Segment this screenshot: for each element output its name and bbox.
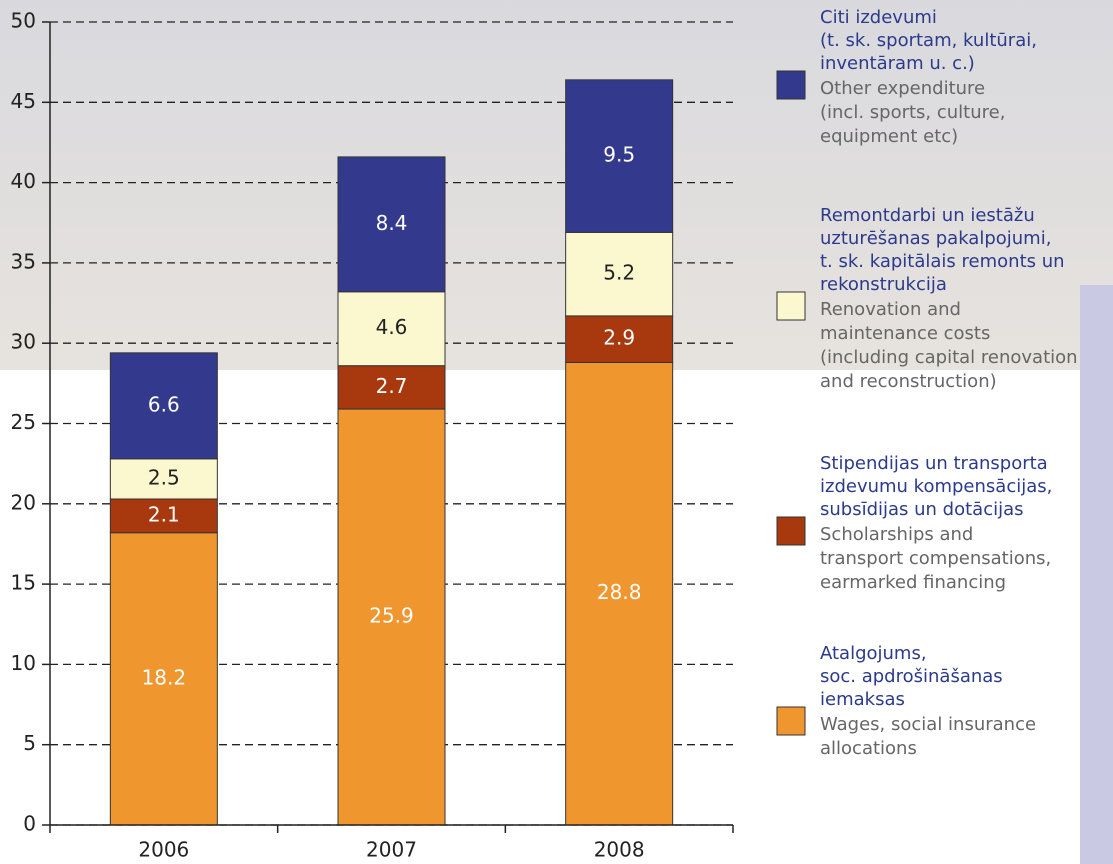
legend-title: Remontdarbi un iestāžu: [820, 205, 1035, 226]
legend-title: inventāram u. c.): [820, 53, 975, 74]
y-tick-label: 40: [11, 169, 36, 193]
y-tick-label: 20: [11, 490, 36, 514]
y-tick-label: 30: [11, 330, 36, 354]
value-label: 25.9: [369, 604, 414, 628]
value-label: 28.8: [597, 580, 642, 604]
value-label: 2.5: [148, 465, 180, 489]
legend-description: allocations: [820, 738, 917, 759]
value-label: 2.1: [148, 502, 180, 526]
legend-swatch: [777, 707, 805, 735]
x-tick-label: 2007: [366, 838, 417, 862]
value-label: 5.2: [603, 261, 635, 285]
legend-description: (incl. sports, culture,: [820, 102, 1005, 123]
legend-title: subsīdijas un dotācijas: [820, 499, 1024, 520]
legend-description: Renovation and: [820, 299, 961, 320]
legend-description: equipment etc): [820, 126, 958, 147]
y-tick-label: 45: [11, 89, 36, 113]
legend-title: rekonstrukcija: [820, 274, 947, 295]
value-label: 4.6: [376, 315, 408, 339]
legend-swatch: [777, 292, 805, 320]
value-label: 2.7: [376, 374, 408, 398]
legend-title: (t. sk. sportam, kultūrai,: [820, 30, 1037, 51]
value-label: 9.5: [603, 143, 635, 167]
legend-description: maintenance costs: [820, 323, 990, 344]
legend-description: Wages, social insurance: [820, 714, 1036, 735]
x-tick-label: 2008: [594, 838, 645, 862]
value-label: 6.6: [148, 392, 180, 416]
y-tick-label: 15: [11, 571, 36, 595]
y-tick-label: 0: [23, 812, 36, 836]
x-tick-label: 2006: [138, 838, 189, 862]
legend-title: Stipendijas un transporta: [820, 453, 1048, 474]
legend-description: Scholarships and: [820, 524, 973, 545]
legend-title: iemaksas: [820, 689, 905, 710]
legend-description: and reconstruction): [820, 371, 997, 392]
legend-title: uzturēšanas pakalpojumi,: [820, 228, 1051, 249]
legend-title: izdevumu kompensācijas,: [820, 476, 1052, 497]
legend-description: earmarked financing: [820, 572, 1006, 593]
chart: 0 5 10 15 20 25 30 35 40 45 50 2006 18.2 2.1 2.5 6.6 200…: [0, 0, 1113, 864]
y-tick-label: 5: [23, 731, 36, 755]
legend-title: t. sk. kapitālais remonts un: [820, 251, 1065, 272]
y-tick-label: 50: [11, 9, 36, 33]
legend-title: Citi izdevumi: [820, 7, 937, 28]
y-tick-label: 35: [11, 249, 36, 273]
value-label: 8.4: [376, 211, 408, 235]
y-tick-label: 10: [11, 651, 36, 675]
legend-description: Other expenditure: [820, 78, 985, 99]
side-panel: [1080, 285, 1113, 864]
legend-swatch: [777, 517, 805, 545]
legend-title: Atalgojums,: [820, 643, 927, 664]
y-tick-label: 25: [11, 410, 36, 434]
legend-description: (including capital renovation: [820, 347, 1078, 368]
value-label: 2.9: [603, 326, 635, 350]
value-label: 18.2: [142, 665, 187, 689]
legend-description: transport compensations,: [820, 548, 1051, 569]
legend-swatch: [777, 71, 805, 99]
legend-title: soc. apdrošināšanas: [820, 666, 1003, 687]
